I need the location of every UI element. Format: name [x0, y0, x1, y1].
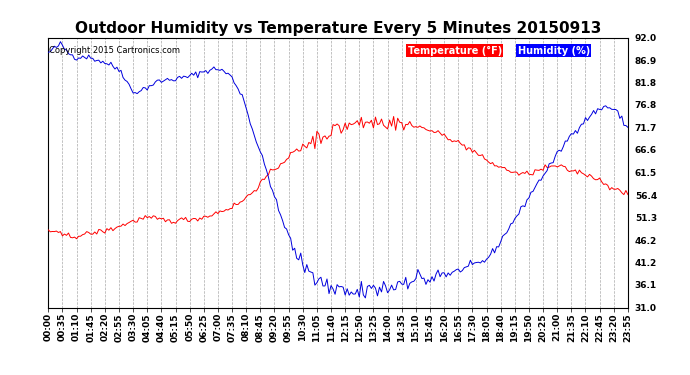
Title: Outdoor Humidity vs Temperature Every 5 Minutes 20150913: Outdoor Humidity vs Temperature Every 5 …	[75, 21, 601, 36]
Text: Temperature (°F): Temperature (°F)	[408, 46, 502, 56]
Text: Copyright 2015 Cartronics.com: Copyright 2015 Cartronics.com	[50, 46, 181, 55]
Text: Humidity (%): Humidity (%)	[518, 46, 590, 56]
